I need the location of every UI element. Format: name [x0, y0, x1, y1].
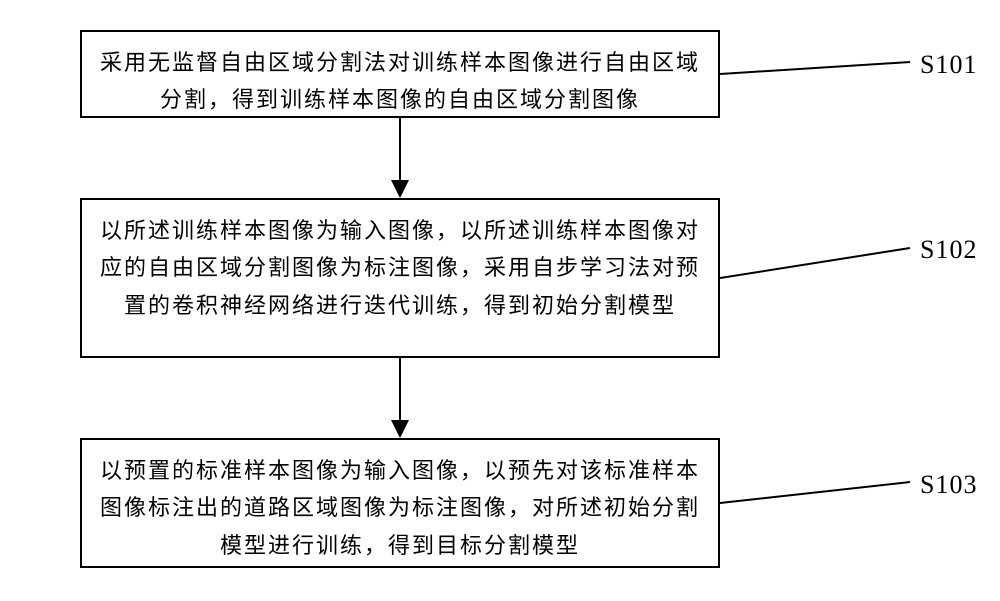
step-text: 以预置的标准样本图像为输入图像，以预先对该标准样本图像标注出的道路区域图像为标注…: [100, 458, 700, 558]
flowchart-step-s102: 以所述训练样本图像为输入图像，以所述训练样本图像对应的自由区域分割图像为标注图像…: [80, 198, 720, 358]
label-connector-s101: [720, 60, 920, 80]
label-connector-s103: [720, 480, 920, 508]
step-label-s101: S101: [920, 50, 977, 80]
step-text: 以所述训练样本图像为输入图像，以所述训练样本图像对应的自由区域分割图像为标注图像…: [100, 218, 700, 318]
arrow-s102-to-s103: [385, 358, 415, 440]
label-connector-s102: [720, 245, 920, 281]
flowchart-step-s103: 以预置的标准样本图像为输入图像，以预先对该标准样本图像标注出的道路区域图像为标注…: [80, 438, 720, 568]
flowchart-step-s101: 采用无监督自由区域分割法对训练样本图像进行自由区域分割，得到训练样本图像的自由区…: [80, 30, 720, 118]
step-label-s103: S103: [920, 470, 977, 500]
step-text: 采用无监督自由区域分割法对训练样本图像进行自由区域分割，得到训练样本图像的自由区…: [100, 50, 700, 112]
step-label-s102: S102: [920, 235, 977, 265]
arrow-s101-to-s102: [385, 118, 415, 200]
